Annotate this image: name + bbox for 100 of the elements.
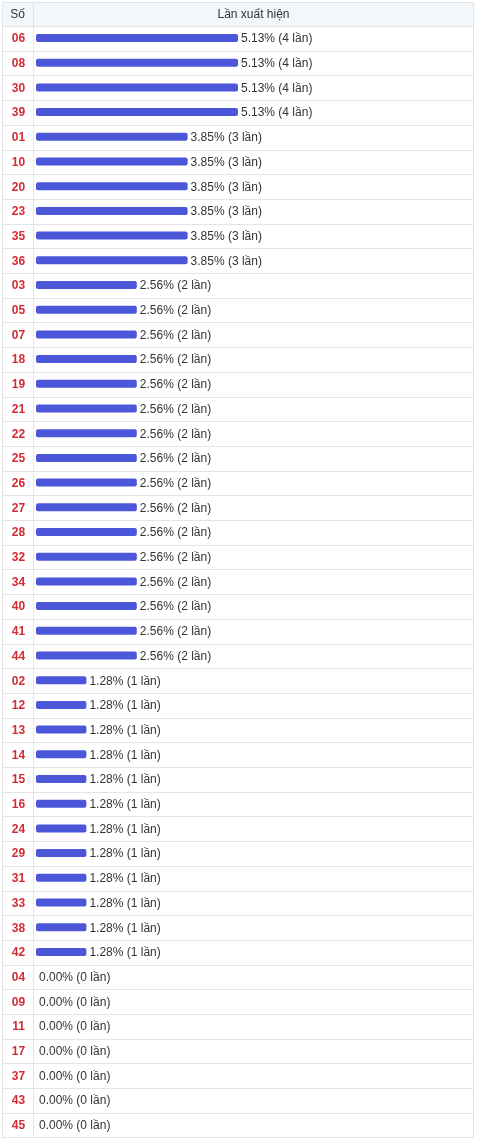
y-tick-label: 13 <box>11 722 26 737</box>
bar <box>36 34 238 42</box>
bar <box>36 577 137 586</box>
y-tick-label: 37 <box>11 1068 26 1083</box>
data-label: 0.00% (0 lần) <box>39 1118 111 1133</box>
data-label: 1.28% (1 lần) <box>89 747 161 762</box>
y-tick-label: 03 <box>11 278 26 293</box>
bar <box>36 58 238 67</box>
y-tick-label: 34 <box>11 574 26 589</box>
x-axis-title: Lần xuất hiện <box>217 7 290 21</box>
data-label: 2.56% (2 lần) <box>139 648 212 663</box>
y-tick-label: 06 <box>11 31 26 46</box>
y-tick-label: 41 <box>11 624 26 639</box>
y-tick-label: 12 <box>11 698 26 713</box>
y-tick-label: 20 <box>11 179 26 194</box>
data-label: 0.00% (0 lần) <box>39 969 111 984</box>
data-label: 5.13% (4 lần) <box>241 80 313 95</box>
bar <box>36 775 87 783</box>
bar <box>36 923 87 932</box>
bar <box>36 700 87 709</box>
bar <box>36 898 87 907</box>
data-label: 2.56% (2 lần) <box>139 401 212 416</box>
data-label: 1.28% (1 lần) <box>89 797 161 812</box>
data-label: 5.13% (4 lần) <box>241 105 313 120</box>
y-tick-label: 29 <box>11 846 26 861</box>
y-tick-label: 25 <box>11 451 26 466</box>
bar <box>36 108 238 117</box>
bar <box>36 849 87 858</box>
bar <box>36 725 87 734</box>
data-label: 1.28% (1 lần) <box>89 920 161 935</box>
bar <box>36 503 137 512</box>
data-label: 3.85% (3 lần) <box>190 179 262 194</box>
data-label: 1.28% (1 lần) <box>89 722 161 737</box>
y-tick-label: 18 <box>11 352 26 367</box>
bar <box>36 132 188 141</box>
data-label: 2.56% (2 lần) <box>139 303 212 318</box>
data-label: 2.56% (2 lần) <box>139 550 212 565</box>
y-tick-label: 38 <box>11 920 26 935</box>
y-tick-label: 26 <box>11 475 26 490</box>
bar <box>36 873 87 882</box>
y-tick-label: 04 <box>11 969 26 984</box>
bar <box>36 281 137 289</box>
data-label: 2.56% (2 lần) <box>139 352 212 367</box>
bar <box>36 355 137 364</box>
bar <box>36 453 137 462</box>
bar <box>36 799 87 808</box>
y-tick-label: 36 <box>11 253 26 268</box>
y-tick-label: 21 <box>11 401 26 416</box>
y-tick-label: 45 <box>11 1118 26 1133</box>
y-tick-label: 44 <box>11 648 26 663</box>
data-label: 5.13% (4 lần) <box>241 31 313 46</box>
y-tick-label: 31 <box>11 871 26 886</box>
data-label: 1.28% (1 lần) <box>89 871 161 886</box>
y-tick-label: 35 <box>11 228 26 243</box>
bar <box>36 157 188 166</box>
bar <box>36 750 87 759</box>
y-tick-label: 07 <box>11 327 26 342</box>
data-label: 5.13% (4 lần) <box>241 56 313 71</box>
bar <box>36 206 188 215</box>
bar <box>36 651 137 660</box>
bar <box>36 478 137 487</box>
bar <box>36 947 87 956</box>
data-label: 2.56% (2 lần) <box>139 599 212 614</box>
y-tick-label: 09 <box>11 994 26 1009</box>
data-label: 2.56% (2 lần) <box>139 624 212 639</box>
y-tick-label: 10 <box>11 154 26 169</box>
bar <box>36 330 137 339</box>
data-label: 3.85% (3 lần) <box>190 130 262 145</box>
bar <box>36 528 137 536</box>
y-tick-label: 43 <box>11 1093 26 1108</box>
y-tick-label: 19 <box>11 377 26 392</box>
data-label: 2.56% (2 lần) <box>139 525 212 540</box>
bar <box>36 305 137 314</box>
data-label: 1.28% (1 lần) <box>89 698 161 713</box>
y-tick-label: 33 <box>11 895 26 910</box>
y-tick-label: 01 <box>11 130 26 145</box>
data-label: 1.28% (1 lần) <box>89 673 161 688</box>
data-label: 3.85% (3 lần) <box>190 154 262 169</box>
y-tick-label: 08 <box>11 56 26 71</box>
data-label: 1.28% (1 lần) <box>89 846 161 861</box>
y-axis-title: Số <box>10 7 25 21</box>
y-tick-label: 27 <box>11 500 26 515</box>
y-tick-label: 05 <box>11 303 26 318</box>
bar <box>36 231 188 240</box>
data-label: 2.56% (2 lần) <box>139 426 212 441</box>
y-tick-label: 30 <box>11 80 26 95</box>
bar <box>36 602 137 611</box>
data-label: 2.56% (2 lần) <box>139 377 212 392</box>
y-tick-label: 17 <box>11 1044 26 1059</box>
bar <box>36 626 137 635</box>
data-label: 2.56% (2 lần) <box>139 327 212 342</box>
data-label: 2.56% (2 lần) <box>139 475 212 490</box>
data-label: 0.00% (0 lần) <box>39 1093 111 1108</box>
y-tick-label: 16 <box>11 797 26 812</box>
bar <box>36 182 188 191</box>
data-label: 0.00% (0 lần) <box>39 1044 111 1059</box>
bar <box>36 552 137 561</box>
y-tick-label: 24 <box>11 821 26 836</box>
data-label: 3.85% (3 lần) <box>190 228 262 243</box>
y-tick-label: 22 <box>11 426 26 441</box>
